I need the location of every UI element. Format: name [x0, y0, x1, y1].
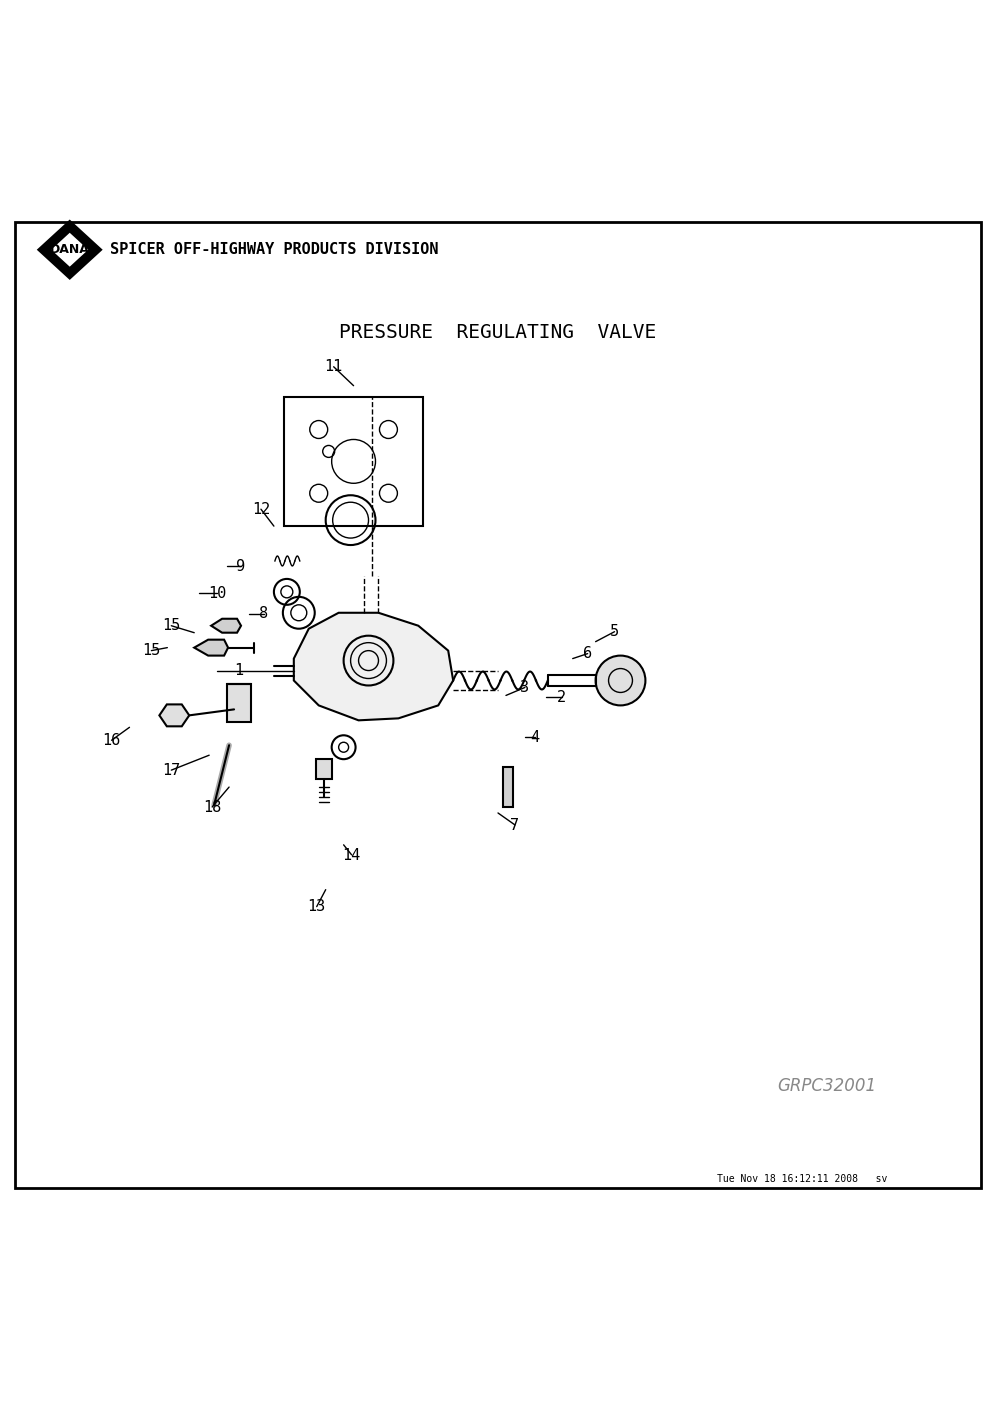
Text: 18: 18 [203, 800, 221, 814]
Text: 7: 7 [509, 817, 519, 832]
Text: 5: 5 [609, 624, 619, 639]
Text: Tue Nov 18 16:12:11 2008   sv: Tue Nov 18 16:12:11 2008 sv [716, 1174, 887, 1184]
Text: 6: 6 [582, 646, 592, 662]
Text: GRPC32001: GRPC32001 [776, 1077, 876, 1095]
Bar [284, 396, 423, 526]
Text: 13: 13 [307, 899, 325, 914]
Text: 12: 12 [252, 502, 270, 516]
Text: 2: 2 [556, 690, 566, 706]
Polygon shape [40, 223, 100, 278]
Polygon shape [54, 234, 87, 265]
Polygon shape [194, 639, 228, 656]
Text: 17: 17 [162, 763, 180, 777]
Text: 11: 11 [324, 360, 342, 374]
Text: 15: 15 [162, 618, 180, 634]
Bar [502, 768, 512, 807]
Bar [315, 759, 331, 779]
Text: 3: 3 [519, 680, 529, 696]
Bar [226, 684, 251, 722]
Text: 4: 4 [529, 729, 539, 745]
Text: 15: 15 [142, 643, 160, 658]
Text: SPICER OFF-HIGHWAY PRODUCTS DIVISION: SPICER OFF-HIGHWAY PRODUCTS DIVISION [109, 243, 438, 257]
Polygon shape [159, 704, 189, 727]
Text: 9: 9 [236, 559, 246, 574]
Text: 14: 14 [342, 848, 360, 862]
Polygon shape [294, 612, 453, 721]
Polygon shape [211, 619, 241, 632]
Text: DANA: DANA [50, 243, 90, 257]
Text: 16: 16 [102, 732, 120, 748]
Text: PRESSURE  REGULATING  VALVE: PRESSURE REGULATING VALVE [339, 323, 656, 341]
Circle shape [595, 656, 645, 706]
Text: 10: 10 [208, 586, 226, 601]
Text: 1: 1 [234, 663, 244, 679]
Text: 8: 8 [259, 607, 269, 621]
